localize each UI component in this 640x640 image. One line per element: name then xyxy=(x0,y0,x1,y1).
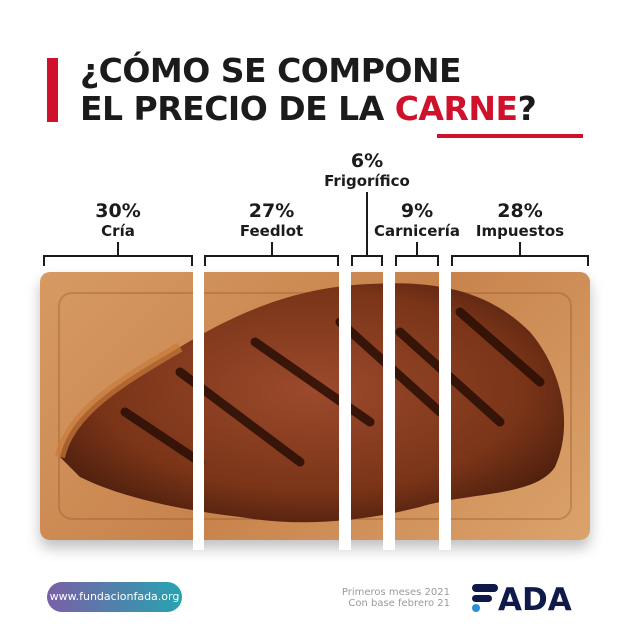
bracket-stem xyxy=(366,192,368,255)
bracket-stem xyxy=(519,242,521,255)
segment-bracket xyxy=(451,255,589,266)
bracket-stem xyxy=(416,242,418,255)
title-highlight: CARNE xyxy=(394,89,518,128)
value-label: 9% xyxy=(400,200,434,222)
category-label: Impuestos xyxy=(475,222,565,240)
value-label: 6% xyxy=(350,150,384,172)
bracket-stem xyxy=(117,242,119,255)
steak-image xyxy=(55,283,565,523)
value-label: 27% xyxy=(248,200,295,222)
value-label: 30% xyxy=(95,200,141,222)
segment-label: 28% Impuestos xyxy=(476,200,564,240)
category-label: Feedlot xyxy=(239,222,304,240)
segment-bracket xyxy=(204,255,339,266)
svg-text:ADA: ADA xyxy=(498,582,572,614)
slice-gap xyxy=(439,265,451,550)
title-line-2-prefix: EL PRECIO DE LA xyxy=(80,89,395,128)
segment-bracket xyxy=(351,255,383,266)
title-accent-bar xyxy=(47,58,58,122)
note-line-1: Primeros meses 2021 xyxy=(341,587,450,598)
category-label: Cría xyxy=(101,222,135,240)
website-link[interactable]: www.fundacionfada.org xyxy=(47,582,182,612)
segment-label: 27% Feedlot xyxy=(240,200,303,240)
category-label: Carnicería xyxy=(373,222,461,240)
source-note: Primeros meses 2021 Con base febrero 21 xyxy=(342,587,450,609)
fada-logo: ADA xyxy=(472,582,572,614)
page-title: ¿CÓMO SE COMPONE EL PRECIO DE LA CARNE? xyxy=(80,51,537,128)
segment-label: 6% Frigorífico xyxy=(324,150,410,190)
slice-gap xyxy=(383,265,395,550)
title-suffix: ? xyxy=(517,89,537,128)
slice-gap xyxy=(339,265,351,550)
title-line-2: EL PRECIO DE LA CARNE? xyxy=(80,89,537,128)
segment-bracket xyxy=(395,255,439,266)
title-underline xyxy=(437,134,583,138)
bracket-stem xyxy=(270,242,273,255)
segment-label: 30% Cría xyxy=(95,200,140,240)
title-line-1: ¿CÓMO SE COMPONE xyxy=(80,51,462,90)
segment-label: 9% Carnicería xyxy=(374,200,460,240)
value-label: 28% xyxy=(497,200,543,222)
segment-bracket xyxy=(43,255,193,266)
category-label: Frigorífico xyxy=(324,172,410,190)
note-line-2: Con base febrero 21 xyxy=(348,598,450,609)
slice-gap xyxy=(193,265,204,550)
